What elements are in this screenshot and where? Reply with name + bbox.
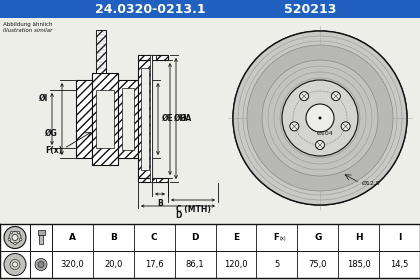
Circle shape [13, 262, 18, 267]
Circle shape [331, 92, 340, 101]
Circle shape [14, 242, 16, 245]
Circle shape [341, 122, 350, 131]
Bar [0, 18, 420, 226]
Text: (x): (x) [280, 235, 286, 241]
Text: 75,0: 75,0 [309, 260, 327, 269]
Circle shape [262, 60, 378, 176]
Bar [118, 80, 138, 158]
Text: H: H [355, 233, 362, 242]
Circle shape [315, 141, 325, 150]
Text: I: I [398, 233, 401, 242]
Bar [150, 55, 152, 182]
Text: ØG: ØG [45, 129, 58, 138]
Bar [0, 224, 420, 278]
Circle shape [290, 122, 299, 131]
Bar [76, 80, 92, 158]
Circle shape [9, 232, 21, 244]
Text: 320,0: 320,0 [60, 260, 84, 269]
Bar [138, 60, 152, 178]
Circle shape [299, 92, 309, 101]
Bar [39, 235, 43, 244]
Text: C (MTH): C (MTH) [176, 205, 210, 214]
Bar [37, 230, 45, 235]
Text: 86,1: 86,1 [186, 260, 205, 269]
Text: 185,0: 185,0 [347, 260, 370, 269]
Text: Illustration similar: Illustration similar [3, 28, 52, 33]
Text: Ø12,5: Ø12,5 [362, 181, 381, 186]
Text: ØE: ØE [162, 114, 174, 123]
Circle shape [35, 258, 47, 270]
Circle shape [4, 227, 26, 249]
Bar [122, 88, 134, 150]
Circle shape [4, 253, 26, 276]
Text: ØA: ØA [180, 114, 192, 123]
Circle shape [12, 235, 18, 241]
Text: ØH: ØH [174, 114, 187, 123]
Text: C: C [151, 233, 158, 242]
Bar [96, 30, 106, 73]
Bar [152, 55, 168, 60]
Bar [152, 55, 156, 60]
Text: A: A [69, 233, 76, 242]
Bar [138, 178, 152, 182]
Text: ØI: ØI [39, 94, 48, 103]
Circle shape [38, 262, 44, 267]
Circle shape [17, 232, 20, 234]
Bar [152, 178, 156, 182]
Text: F: F [273, 233, 279, 242]
Text: 20,0: 20,0 [104, 260, 123, 269]
Text: Ø104: Ø104 [317, 130, 333, 136]
Text: 120,0: 120,0 [224, 260, 248, 269]
Circle shape [19, 238, 22, 241]
Text: B: B [157, 199, 163, 208]
Bar [0, 0, 420, 18]
Circle shape [247, 45, 393, 191]
Text: ATE: ATE [281, 137, 330, 169]
Bar [92, 73, 118, 165]
Text: Abbildung ähnlich: Abbildung ähnlich [3, 22, 52, 27]
Text: G: G [314, 233, 321, 242]
Text: F(x): F(x) [45, 146, 62, 155]
Bar [138, 55, 152, 60]
Text: 5: 5 [274, 260, 280, 269]
Circle shape [306, 104, 334, 132]
Circle shape [233, 31, 407, 205]
Text: D: D [175, 211, 181, 220]
Circle shape [8, 238, 10, 241]
Bar [152, 178, 168, 182]
Text: D: D [192, 233, 199, 242]
Text: 14,5: 14,5 [390, 260, 409, 269]
Text: 520213: 520213 [284, 3, 336, 15]
Circle shape [10, 232, 13, 234]
Text: B: B [110, 233, 117, 242]
Bar [96, 90, 114, 148]
Bar [141, 68, 149, 170]
Circle shape [318, 116, 321, 120]
Circle shape [282, 80, 358, 156]
Circle shape [233, 31, 407, 205]
Text: E: E [233, 233, 239, 242]
Text: 17,6: 17,6 [145, 260, 163, 269]
Circle shape [10, 260, 20, 269]
Text: 24.0320-0213.1: 24.0320-0213.1 [94, 3, 205, 15]
